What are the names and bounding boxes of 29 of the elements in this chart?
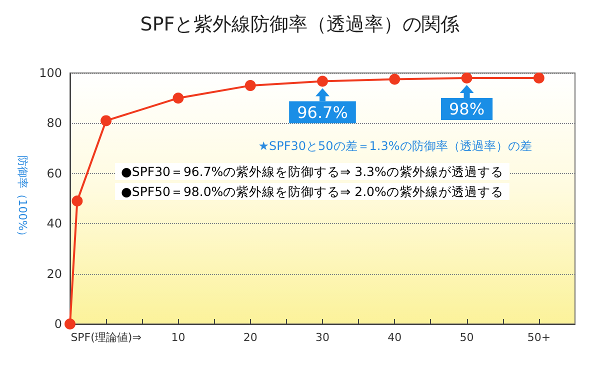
y-tick-label: 100 bbox=[39, 66, 62, 80]
x-tick-label: 50 bbox=[460, 331, 474, 344]
point bbox=[244, 80, 256, 92]
x-tick-label: 10 bbox=[171, 331, 186, 344]
point bbox=[100, 115, 112, 126]
point bbox=[64, 318, 76, 330]
annotation: 96.7% bbox=[297, 102, 348, 122]
x-tick-label: 40 bbox=[388, 331, 402, 344]
annotation: 98% bbox=[449, 100, 485, 119]
point bbox=[461, 72, 472, 84]
y-tick-label: 0 bbox=[54, 317, 62, 331]
y-tick-label: 60 bbox=[46, 166, 62, 180]
y-tick-label: 20 bbox=[46, 266, 62, 281]
y-tick-label: 40 bbox=[46, 216, 62, 231]
x-tick-label: 50+ bbox=[527, 331, 551, 344]
y-tick-label: 80 bbox=[46, 116, 62, 130]
point bbox=[172, 92, 184, 104]
point bbox=[389, 74, 400, 85]
x-tick-label: SPF(理論値)⇒ bbox=[70, 331, 142, 344]
point bbox=[72, 196, 83, 207]
annotation: ●SPF30＝96.7%の紫外線を防御する⇒ 3.3%の紫外線が透過する bbox=[121, 164, 504, 179]
annotation: ★SPF30と50の差＝1.3%の防御率（透過率）の差 bbox=[258, 139, 532, 153]
point bbox=[533, 72, 544, 84]
chart-title: SPFと紫外線防御率（透過率）の関係 bbox=[140, 14, 460, 36]
annotation: ●SPF50＝98.0%の紫外線を防御する⇒ 2.0%の紫外線が透過する bbox=[121, 184, 504, 199]
x-tick-label: 30 bbox=[316, 331, 330, 344]
x-tick-label: 20 bbox=[243, 331, 258, 344]
y-axis-title: 防御率（100%） bbox=[16, 155, 30, 242]
point bbox=[317, 76, 328, 87]
